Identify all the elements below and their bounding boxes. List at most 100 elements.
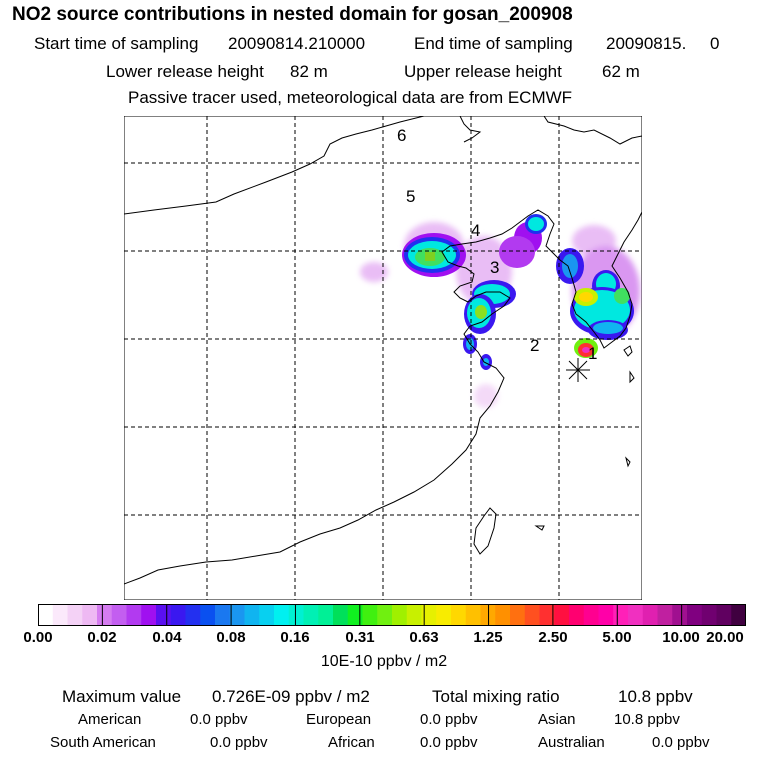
start-time-value: 20090814.210000 [228, 34, 366, 53]
region-number-1: 1 [588, 344, 597, 363]
region-number-4: 4 [471, 221, 480, 240]
colorbar-cell [303, 604, 319, 626]
colorbar-cell [657, 604, 673, 626]
colorbar-cell [111, 604, 128, 626]
asterisk-marker-icon [566, 358, 590, 382]
plot-title: NO2 source contributions in nested domai… [12, 4, 573, 25]
colorbar-cell [215, 604, 231, 626]
region-asian-label: Asian [538, 711, 576, 728]
colorbar-cell [613, 604, 629, 626]
region-european-label: European [306, 711, 372, 728]
region-number-5: 5 [406, 187, 415, 206]
colorbar-cell [598, 604, 614, 626]
region-african-value: 0.0 ppbv [420, 734, 478, 751]
coastlines [124, 116, 642, 585]
colorbar [38, 604, 746, 626]
colorbar-cell [642, 604, 659, 626]
colorbar-tick: 0.02 [87, 629, 117, 646]
colorbar-cell [156, 604, 172, 626]
plume-jeju [574, 338, 598, 358]
max-value-label: Maximum value [62, 687, 182, 706]
colorbar-unit: 10E-10 ppbv / m2 [320, 653, 448, 670]
lower-height-value: 82 m [290, 62, 328, 81]
region-american-value: 0.0 ppbv [190, 711, 248, 728]
colorbar-cell [52, 604, 69, 626]
colorbar-tick: 0.16 [280, 629, 310, 646]
colorbar-cell [170, 604, 187, 626]
upper-height-value: 62 m [602, 62, 640, 81]
colorbar-cell [97, 604, 113, 626]
region-african-label: African [328, 734, 375, 751]
colorbar-cell [406, 604, 423, 626]
lower-height-label: Lower release height [106, 62, 264, 81]
colorbar-cell [539, 604, 555, 626]
colorbar-cell [38, 604, 54, 626]
colorbar-cell [347, 604, 364, 626]
region-asian-value: 10.8 ppbv [614, 711, 680, 728]
total-mixing-label: Total mixing ratio [432, 687, 560, 706]
colorbar-cell [200, 604, 216, 626]
colorbar-cell [244, 604, 260, 626]
region-number-2: 2 [530, 336, 539, 355]
max-value: 0.726E-09 ppbv / m2 [212, 687, 370, 706]
plume-korea [556, 248, 634, 340]
colorbar-cell [333, 604, 349, 626]
colorbar-tick: 20.00 [706, 629, 744, 646]
colorbar-cell [421, 604, 437, 626]
upper-height-label: Upper release height [404, 62, 562, 81]
colorbar-tick: 5.00 [602, 629, 632, 646]
colorbar-cell [716, 604, 732, 626]
colorbar-cell [436, 604, 452, 626]
colorbar-cell [510, 604, 526, 626]
plume-tianjin [499, 214, 547, 268]
end-time-label: End time of sampling [414, 34, 573, 53]
colorbar-tick: 2.50 [538, 629, 568, 646]
colorbar-cell [392, 604, 408, 626]
map-panel: 1 2 3 4 5 6 [124, 116, 642, 600]
region-australian-value: 0.0 ppbv [652, 734, 710, 751]
colorbar-tick: 0.00 [23, 629, 53, 646]
plume-layer [360, 214, 640, 408]
colorbar-cell [141, 604, 157, 626]
colorbar-tick: 1.25 [473, 629, 503, 646]
colorbar-cell [259, 604, 275, 626]
colorbar-cell [362, 604, 378, 626]
colorbar-cell [687, 604, 703, 626]
colorbar-cell [67, 604, 83, 626]
region-south-american-label: South American [50, 734, 156, 751]
colorbar-cell [82, 604, 98, 626]
tracer-note: Passive tracer used, meteorological data… [128, 88, 573, 107]
total-mixing-value: 10.8 ppbv [618, 687, 693, 706]
gridlines [124, 116, 642, 600]
colorbar-tick: 0.04 [152, 629, 182, 646]
plume-shandong [402, 233, 466, 277]
colorbar-cell [126, 604, 142, 626]
colorbar-tick: 0.31 [345, 629, 375, 646]
colorbar-cell [274, 604, 290, 626]
plume-shandong-peninsula [463, 280, 516, 370]
colorbar-cell [583, 604, 600, 626]
region-number-3: 3 [490, 258, 499, 277]
colorbar-cell [731, 604, 746, 626]
colorbar-tick: 0.63 [409, 629, 439, 646]
region-south-american-value: 0.0 ppbv [210, 734, 268, 751]
colorbar-tick: 10.00 [662, 629, 700, 646]
colorbar-cell [318, 604, 334, 626]
colorbar-cell [628, 604, 644, 626]
colorbar-cell [377, 604, 393, 626]
start-time-label: Start time of sampling [34, 34, 199, 53]
colorbar-cell [465, 604, 482, 626]
colorbar-cell [495, 604, 511, 626]
colorbar-cell [229, 604, 246, 626]
end-time-value: 20090815. 0 [606, 34, 720, 53]
colorbar-frame [38, 604, 746, 626]
colorbar-cell [701, 604, 718, 626]
colorbar-cell [672, 604, 688, 626]
region-american-label: American [78, 711, 142, 728]
region-australian-label: Australian [538, 734, 605, 751]
colorbar-cell [554, 604, 570, 626]
colorbar-cell [569, 604, 585, 626]
colorbar-cell [451, 604, 467, 626]
colorbar-cell [185, 604, 201, 626]
colorbar-tick: 0.08 [216, 629, 246, 646]
